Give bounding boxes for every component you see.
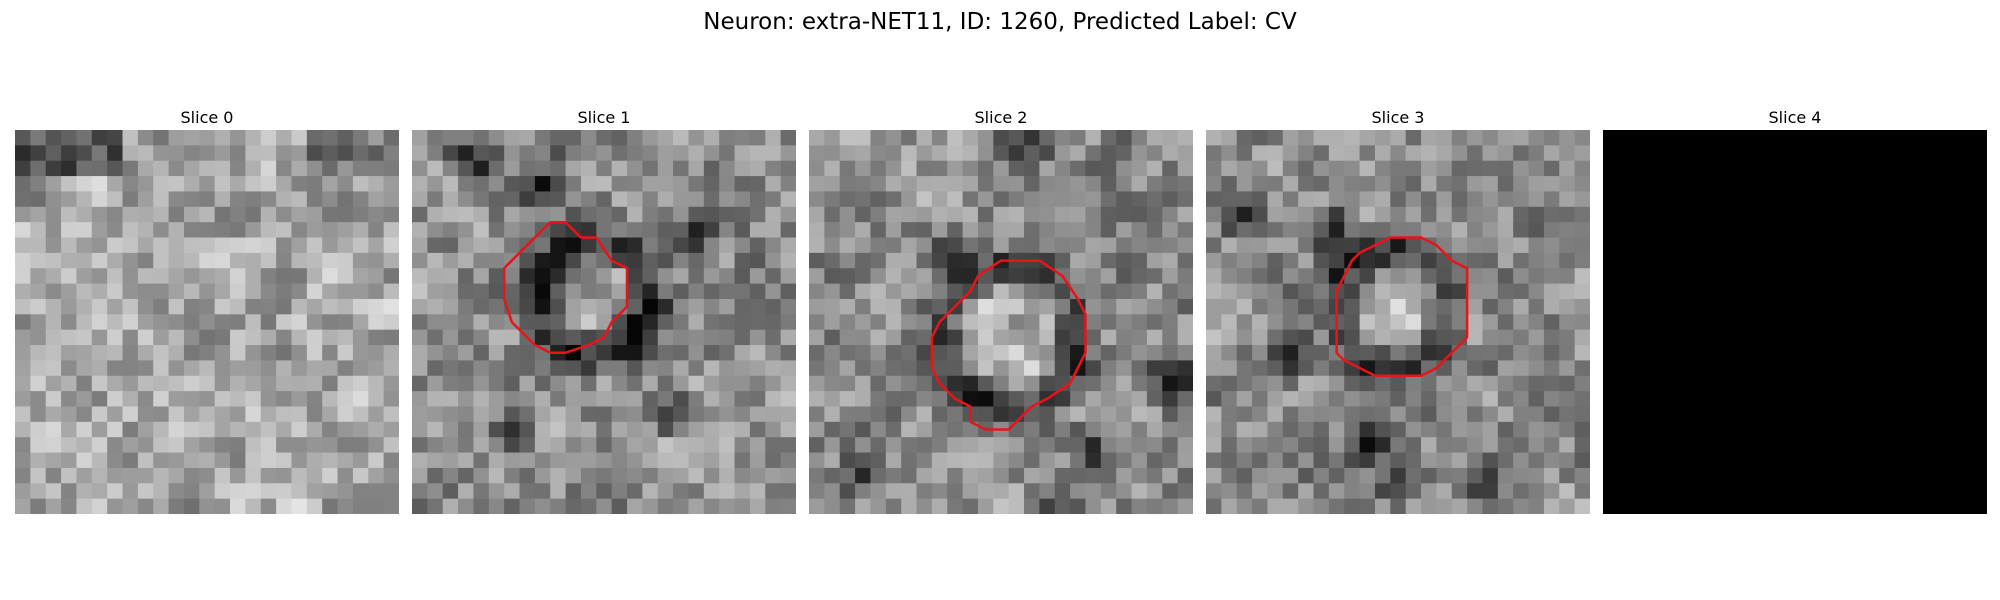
slice-title: Slice 3 — [1371, 108, 1425, 127]
figure-title: Neuron: extra-NET11, ID: 1260, Predicted… — [703, 9, 1297, 35]
roi-outline — [930, 259, 1087, 431]
roi-outline — [1335, 236, 1469, 378]
slice-title: Slice 1 — [577, 108, 631, 127]
slice-panel-3: Slice 3 — [1206, 108, 1590, 514]
slice-panel-0: Slice 0 — [15, 108, 399, 514]
blank-slice-fill — [1603, 130, 1987, 514]
slice-image — [412, 130, 796, 514]
slice-title: Slice 4 — [1768, 108, 1822, 127]
slice-title: Slice 0 — [180, 108, 234, 127]
slice-panel-2: Slice 2 — [809, 108, 1193, 514]
slice-image — [15, 130, 399, 514]
slice-image — [1206, 130, 1590, 514]
slice-image — [1603, 130, 1987, 514]
slice-panel-1: Slice 1 — [412, 108, 796, 514]
roi-outline — [502, 220, 629, 354]
slice-panel-4: Slice 4 — [1603, 108, 1987, 514]
slice-image — [809, 130, 1193, 514]
slice-title: Slice 2 — [974, 108, 1028, 127]
